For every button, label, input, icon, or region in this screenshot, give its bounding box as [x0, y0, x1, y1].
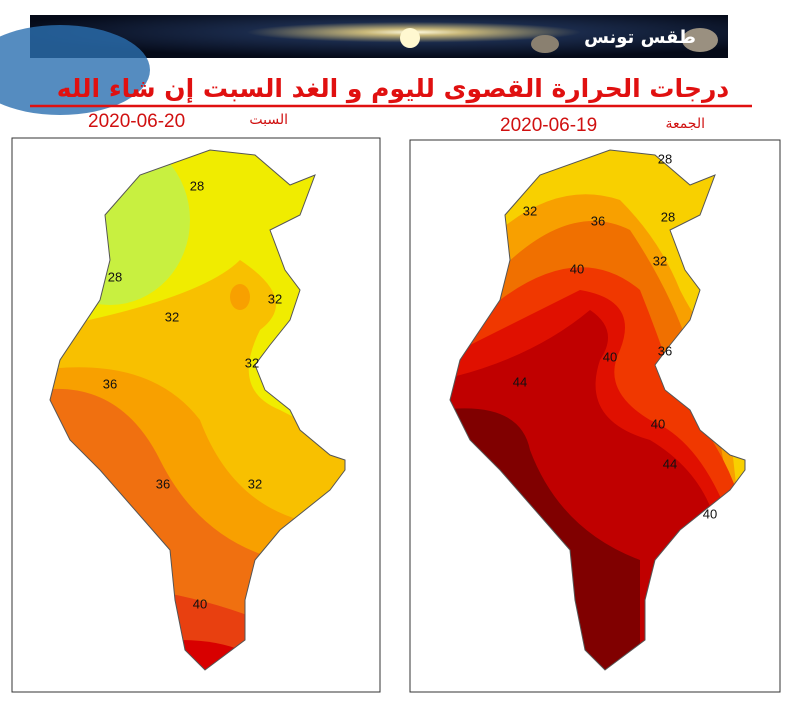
contour-label: 32 [523, 203, 537, 218]
contour-label: 40 [651, 416, 665, 431]
contour-labels: 28 28 32 32 32 36 36 32 40 [103, 178, 282, 611]
contour-label: 32 [248, 476, 262, 491]
map-panel: 28 32 36 28 40 32 40 36 44 40 44 40 [409, 139, 781, 693]
contour-label: 28 [108, 269, 122, 284]
banner: طقس تونس [0, 15, 728, 115]
contour-label: 32 [245, 355, 259, 370]
date: 2020-06-19 [500, 115, 597, 136]
contour-label: 32 [165, 309, 179, 324]
contour-label: 44 [513, 374, 527, 389]
contour-label: 40 [703, 506, 717, 521]
contour-label: 40 [603, 349, 617, 364]
contour-label: 44 [663, 456, 677, 471]
contour-label: 36 [103, 376, 117, 391]
contour-label: 36 [591, 213, 605, 228]
contour-label: 28 [658, 151, 672, 166]
day: الجمعة [665, 116, 705, 132]
contour-label: 28 [190, 178, 204, 193]
title: درجات الحرارة القصوى لليوم و الغد السبت … [57, 74, 730, 104]
banner-text: طقس تونس [584, 27, 696, 48]
contour-label: 40 [193, 596, 207, 611]
map-panel: 28 28 32 32 32 36 36 32 40 [11, 137, 381, 693]
contour-label: 32 [653, 253, 667, 268]
date: 2020-06-20 [88, 111, 185, 132]
day: السبت [249, 112, 288, 128]
contour-labels: 28 32 36 28 40 32 40 36 44 40 44 40 [513, 151, 717, 521]
contour-label: 40 [570, 261, 584, 276]
contour-label: 32 [268, 291, 282, 306]
contour-label: 28 [661, 209, 675, 224]
contour-label: 36 [156, 476, 170, 491]
contour-label: 36 [658, 343, 672, 358]
date-labels: 2020-06-20 السبت 2020-06-19 الجمعة [88, 111, 705, 136]
